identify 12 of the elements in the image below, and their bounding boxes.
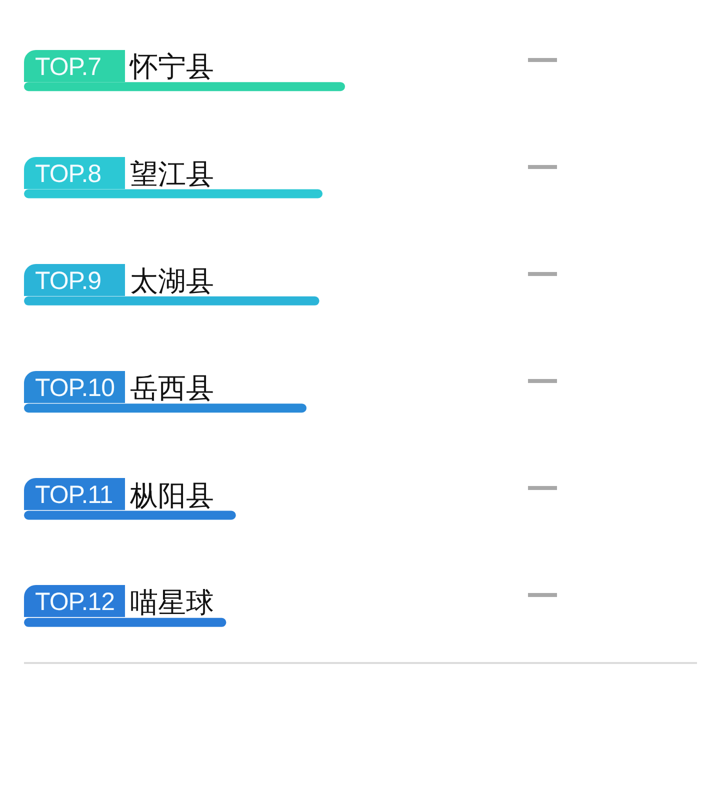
annotation: TOP.10 (24, 371, 125, 404)
y-tick-label: 望江县 (130, 158, 214, 190)
y-tick-label: 枞阳县 (129, 480, 214, 511)
annotation: TOP.12 (24, 585, 125, 618)
y-tick-label: 太湖县 (130, 265, 214, 296)
y-tick-label: 岳西县 (130, 372, 214, 404)
annotation: TOP.11 (24, 478, 125, 510)
annotation: TOP.9 (24, 264, 125, 296)
annotation: TOP.7 (24, 50, 125, 82)
y-tick-label: 怀宁县 (129, 51, 214, 82)
y-tick-label: 喵星球 (130, 586, 214, 618)
annotation: TOP.8 (24, 156, 125, 189)
